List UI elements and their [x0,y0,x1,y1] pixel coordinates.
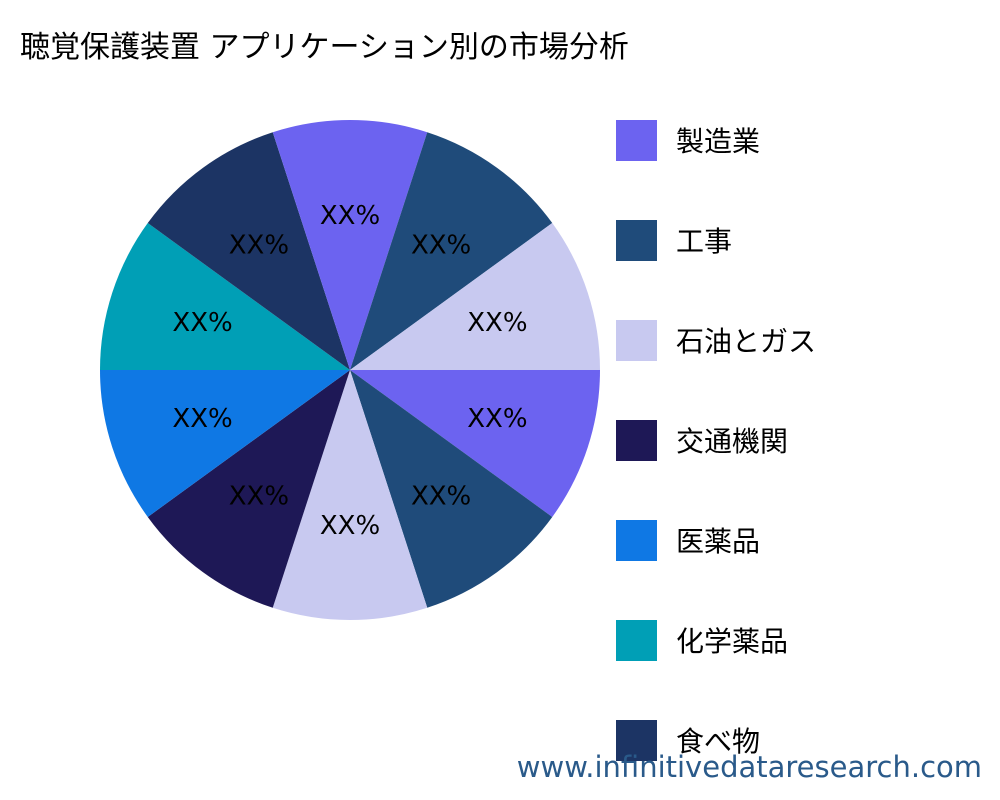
legend-swatch [616,619,657,661]
pie-slice [350,132,553,370]
pie-slice [147,132,350,370]
legend-item: 製造業 [616,119,761,161]
legend-swatch [616,319,657,361]
legend-item: 食べ物 [616,719,761,761]
legend-swatch [616,419,657,461]
slice-percentage-label: XX% [411,481,471,511]
pie-slice [100,223,350,370]
legend-item: 石油とガス [616,319,817,361]
legend-label: 石油とガス [676,325,817,358]
legend-swatch [616,219,657,261]
legend-item: 医薬品 [616,519,761,561]
slice-percentage-label: XX% [320,511,380,541]
legend-swatch [616,119,657,161]
slice-percentage-label: XX% [467,404,527,434]
pie-slice [147,370,350,608]
legend-item: 交通機関 [616,419,789,461]
slice-percentage-label: XX% [172,308,232,338]
watermark: www.infinitivedataresearch.com [516,750,982,784]
slice-percentage-label: XX% [411,231,471,261]
slice-percentage-label: XX% [229,481,289,511]
chart-title: 聴覚保護装置 アプリケーション別の市場分析 [20,30,629,65]
legend-swatch [616,719,657,761]
pie-slice [350,223,600,370]
slice-percentage-label: XX% [229,231,289,261]
legend-item: 工事 [616,219,733,261]
pie-slice [350,370,553,608]
legend-swatch [616,519,657,561]
legend-label: 工事 [676,225,733,258]
pie-slice [272,370,428,620]
pie-slice [350,370,600,517]
pie-slice [100,370,350,517]
slice-percentage-label: XX% [172,404,232,434]
legend-label: 製造業 [676,125,761,158]
legend-label: 医薬品 [676,525,761,558]
legend-label: 交通機関 [676,425,789,458]
pie-slice [272,119,428,370]
legend-label: 食べ物 [676,725,761,758]
legend-item: 化学薬品 [616,619,789,661]
legend-label: 化学薬品 [676,625,789,658]
slice-percentage-label: XX% [320,201,380,231]
slice-percentage-label: XX% [467,308,527,338]
